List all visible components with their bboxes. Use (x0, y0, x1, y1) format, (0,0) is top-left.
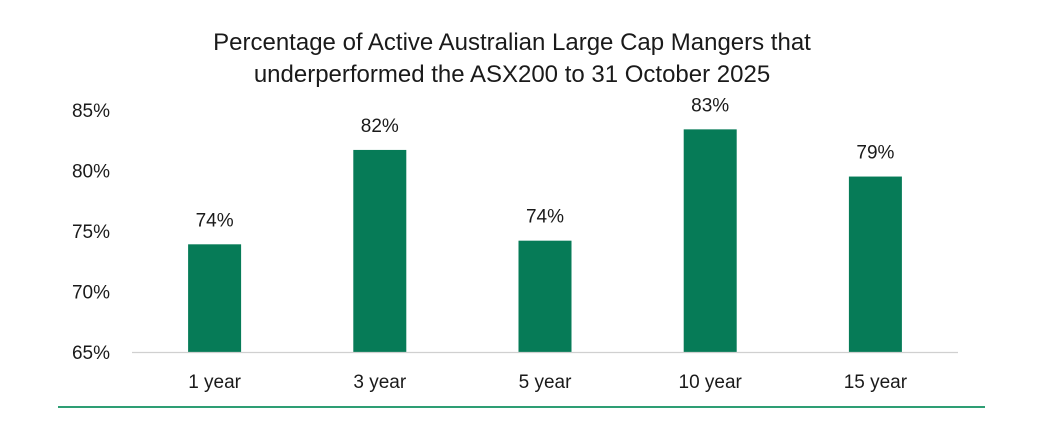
x-tick-label: 1 year (188, 372, 241, 393)
chart-subtitle: underperformed the ASX200 to 31 October … (254, 61, 770, 88)
y-axis: 85% 80% 75% 70% 65% (72, 101, 110, 364)
bar-5-year (518, 240, 572, 352)
data-label: 74% (526, 207, 564, 228)
x-tick-label: 5 year (519, 372, 572, 393)
x-tick-label: 3 year (353, 372, 406, 393)
data-label: 82% (361, 116, 399, 137)
data-label: 83% (691, 95, 729, 116)
chart-title: Percentage of Active Australian Large Ca… (213, 29, 811, 56)
y-tick-label: 80% (72, 162, 110, 183)
y-tick-label: 70% (72, 283, 110, 304)
bar-group (188, 129, 902, 352)
x-tick-label: 15 year (844, 372, 908, 393)
bar-3-year (353, 149, 407, 352)
data-label-group: 74% 82% 74% 83% 79% (196, 95, 895, 231)
x-tick-label: 10 year (679, 372, 743, 393)
x-axis: 1 year 3 year 5 year 10 year 15 year (188, 372, 908, 393)
bar-1-year (188, 244, 242, 352)
y-tick-label: 65% (72, 343, 110, 364)
bar-15-year (848, 176, 902, 352)
y-tick-label: 85% (72, 101, 110, 122)
data-label: 74% (196, 210, 234, 231)
bar-10-year (683, 129, 737, 352)
data-label: 79% (856, 143, 894, 164)
y-tick-label: 75% (72, 222, 110, 243)
